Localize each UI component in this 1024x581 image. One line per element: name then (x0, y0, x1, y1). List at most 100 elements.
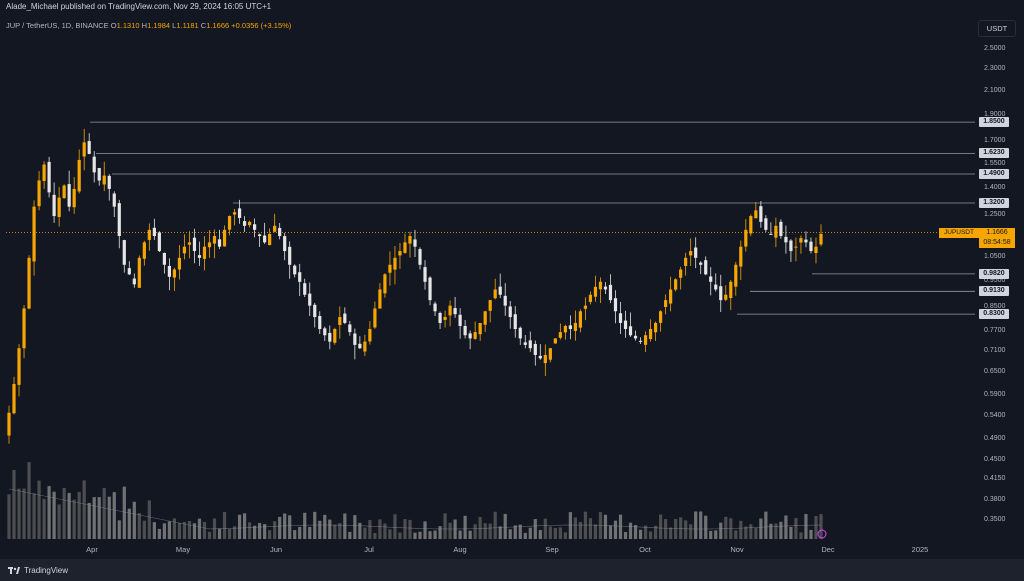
candle-body (12, 384, 16, 414)
volume-bar (242, 513, 247, 539)
candle-body (303, 283, 307, 295)
price-tick-label: 1.5500 (984, 159, 1006, 167)
candle-body (323, 328, 327, 336)
volume-bar (513, 525, 517, 539)
candle-body (819, 233, 823, 245)
candle-body (22, 308, 26, 349)
volume-bar (468, 530, 472, 539)
candle-body (132, 278, 136, 285)
volume-bar (132, 501, 136, 539)
volume-bar (358, 522, 362, 539)
candle-body (548, 348, 552, 360)
candle-body (704, 260, 708, 275)
volume-bar (107, 496, 111, 539)
volume-bar (62, 487, 66, 539)
tradingview-logo[interactable]: TradingView (8, 566, 68, 575)
volume-bar (714, 530, 718, 539)
volume-bar (538, 530, 542, 539)
candle-body (428, 277, 432, 301)
candle-body (684, 257, 688, 266)
event-marker-icon[interactable] (817, 529, 827, 539)
volume-bar (172, 518, 177, 539)
candle-body (333, 329, 337, 343)
volume-bar (37, 480, 41, 539)
open-value: 1.1310 (116, 21, 140, 30)
candle-body (222, 229, 227, 247)
volume-bar (363, 527, 367, 539)
volume-bar (643, 525, 648, 539)
volume-bar (157, 528, 161, 539)
volume-bar (664, 519, 668, 539)
candle-body (784, 236, 788, 243)
price-tick-label: 1.7000 (984, 137, 1006, 145)
current-symbol-tag: JUPUSDT (939, 227, 979, 238)
price-tick-label: 2.3000 (984, 64, 1006, 72)
volume-bar (804, 514, 808, 539)
volume-bar (333, 524, 337, 539)
price-tick-label: 0.9500 (984, 276, 1006, 284)
volume-bar (553, 528, 557, 539)
volume-bar (568, 512, 572, 539)
candle-body (448, 305, 452, 316)
candle-body (483, 311, 487, 325)
volume-bar (182, 522, 187, 539)
candle-body (137, 257, 141, 288)
candle-body (172, 269, 177, 278)
volume-bar (423, 521, 427, 539)
volume-bar (463, 515, 467, 539)
candle-body (588, 294, 593, 302)
level-price-tag: 1.3200 (979, 197, 1009, 208)
volume-bar (227, 528, 232, 539)
time-tick-label: May (175, 545, 191, 554)
candle-body (242, 221, 247, 226)
candle-body (92, 156, 96, 173)
candle-body (689, 251, 693, 256)
volume-bar (438, 526, 442, 539)
candle-body (17, 348, 21, 385)
volume-bar (699, 511, 703, 539)
candle-body (142, 242, 146, 259)
volume-bar (543, 518, 547, 539)
volume-bar (508, 529, 512, 539)
time-tick-label: Nov (730, 545, 744, 554)
volume-bar (82, 480, 86, 539)
candle-body (247, 221, 252, 226)
candle-body (774, 225, 778, 238)
volume-bar (222, 511, 227, 539)
candle-body (729, 281, 733, 299)
price-tick-label: 0.5900 (984, 390, 1006, 398)
candle-body (674, 279, 678, 290)
candle-body (253, 224, 257, 230)
current-price-tag: 1.1666 08:54:58 (979, 227, 1015, 248)
volume-bar (779, 521, 783, 539)
candle-body (754, 210, 758, 219)
volume-bar (127, 508, 131, 539)
volume-bar (623, 532, 628, 539)
volume-bar (318, 520, 322, 539)
candle-body (458, 314, 462, 326)
price-tick-label: 1.0500 (984, 252, 1006, 260)
candle-body (463, 326, 467, 336)
volume-bar (418, 531, 422, 539)
price-tick-label: 0.4500 (984, 455, 1006, 463)
candle-body (293, 265, 297, 275)
candle-body (568, 325, 572, 330)
candle-body (87, 141, 91, 154)
candle-body (714, 284, 718, 290)
candle-body (563, 325, 567, 333)
candle-body (192, 237, 197, 252)
low-label: L (172, 21, 177, 30)
countdown-value: 08:54:58 (983, 238, 1011, 246)
candle-body (734, 264, 738, 287)
candle-body (503, 295, 507, 306)
time-tick-label: Sep (545, 545, 559, 554)
volume-bar (278, 516, 282, 539)
candle-body (363, 341, 367, 352)
volume-bar (67, 492, 71, 539)
volume-bar (97, 497, 101, 539)
candle-body (57, 197, 61, 217)
candle-body (498, 286, 502, 295)
footer-bar (0, 559, 1024, 581)
currency-selector[interactable]: USDT (978, 20, 1016, 37)
